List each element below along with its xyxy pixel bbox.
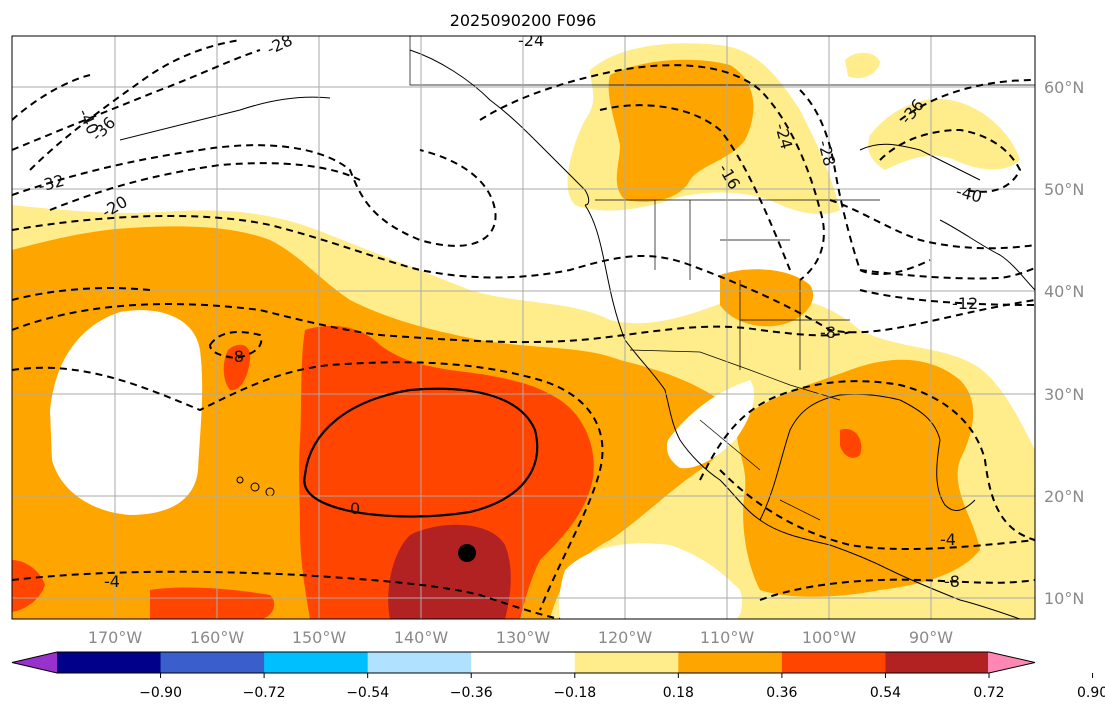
colorbar-extend-low xyxy=(12,652,58,673)
contour-line xyxy=(829,199,1035,250)
contour-line xyxy=(799,89,931,276)
location-marker xyxy=(458,544,476,562)
fill-band-0.36-plains xyxy=(720,269,814,327)
colorbar-segment xyxy=(264,652,369,673)
lat-label: 50°N xyxy=(1044,180,1084,199)
colorbar-segment xyxy=(471,652,576,673)
colorbar-tick-label: −0.36 xyxy=(450,685,493,701)
colorbar-segment xyxy=(781,652,887,673)
colorbar-tick-label: 0.54 xyxy=(870,685,901,701)
fill-band-0.18-small xyxy=(845,52,880,79)
gridlines xyxy=(12,36,1035,619)
coastline-north-america xyxy=(584,204,1021,619)
lon-label: 120°W xyxy=(598,628,653,647)
lon-label: 130°W xyxy=(496,628,551,647)
fill-band-0.54-sw xyxy=(150,587,275,619)
contour-label: -12 xyxy=(952,294,978,313)
contour-line xyxy=(12,287,151,301)
contour-label: -4 xyxy=(940,530,956,549)
coastline-east xyxy=(939,219,1035,291)
lon-label: 140°W xyxy=(394,628,449,647)
contour-line xyxy=(12,570,561,619)
contour-line xyxy=(699,380,1035,541)
fill-band-0.54-gulf xyxy=(840,429,862,458)
colorbar-tick-label: 0.72 xyxy=(973,685,1004,701)
coastline-aleutians xyxy=(119,96,331,141)
contour-label: -8 xyxy=(820,323,836,342)
contour-line xyxy=(12,39,241,171)
map-layers: -28 -24 -40 -36 -32 -20 -16 -24 -28 -36 … xyxy=(12,31,1035,619)
coastline-alaska xyxy=(409,49,590,206)
border-states-1 xyxy=(654,200,850,370)
figure-title: 2025090200 F096 xyxy=(450,11,597,30)
border-us-mexico xyxy=(629,349,841,401)
lon-label: 160°W xyxy=(190,628,245,647)
contour-line xyxy=(859,289,1035,306)
coastlines xyxy=(119,49,1035,619)
contour-label: -8 xyxy=(228,347,244,366)
colorbar-tick-label: 0.36 xyxy=(766,685,797,701)
contour-line xyxy=(879,128,1022,193)
contour-line xyxy=(12,49,261,151)
colorbar-segment xyxy=(367,652,472,673)
fill-hole-hawaii-west xyxy=(50,310,203,515)
contour-line xyxy=(599,104,791,271)
fill-band-0.36-north xyxy=(608,59,754,202)
lat-label: 10°N xyxy=(1044,589,1084,608)
contour-line xyxy=(12,303,851,344)
lon-label: 150°W xyxy=(292,628,347,647)
lat-label: 60°N xyxy=(1044,78,1084,97)
lat-label: 30°N xyxy=(1044,385,1084,404)
coastline-gulf xyxy=(759,393,976,521)
colorbar-segment xyxy=(57,652,162,673)
lon-label: 110°W xyxy=(700,628,755,647)
colorbar: −0.90 −0.72 −0.54 −0.36 −0.18 0.18 0.36 0.54 0.7… xyxy=(11,651,1105,701)
fill-band-0.72 xyxy=(388,524,511,619)
contour-line xyxy=(49,162,361,211)
colorbar-segment xyxy=(885,652,990,673)
colorbar-tick-label: −0.18 xyxy=(553,685,596,701)
fill-hole-baja xyxy=(666,380,755,469)
contour-line xyxy=(208,331,263,360)
contour-line xyxy=(12,361,604,611)
lon-label: 170°W xyxy=(88,628,143,647)
lat-label: 20°N xyxy=(1044,487,1084,506)
map-frame xyxy=(11,35,1036,620)
lon-label: 90°W xyxy=(909,628,953,647)
colorbar-segment xyxy=(678,652,783,673)
latitude-labels: 60°N 50°N 40°N 30°N 20°N 10°N xyxy=(1044,78,1084,608)
colorbar-tick-label: 0.90 xyxy=(1077,685,1105,701)
contour-line xyxy=(479,64,825,281)
colorbar-tick-label: −0.90 xyxy=(139,685,182,701)
contour-lines xyxy=(12,39,1035,619)
longitude-labels: 170°W 160°W 150°W 140°W 130°W 120°W 110°… xyxy=(88,628,953,647)
contour-line xyxy=(12,144,497,247)
colorbar-segment xyxy=(574,652,679,673)
contour-label: 0 xyxy=(350,499,360,518)
contour-line xyxy=(12,214,1035,334)
colorbar-tick-label: −0.54 xyxy=(346,685,389,701)
contour-line xyxy=(759,578,1035,601)
contour-label: -4 xyxy=(104,572,120,591)
contour-label: -24 xyxy=(518,31,544,50)
colorbar-extend-high xyxy=(988,652,1035,673)
colorbar-tick-label: 0.18 xyxy=(663,685,694,701)
colorbar-outline xyxy=(11,651,1036,674)
contour-label: -8 xyxy=(944,572,960,591)
lon-label: 100°W xyxy=(802,628,857,647)
colorbar-segment xyxy=(160,652,265,673)
fill-hole-south xyxy=(559,543,743,619)
fill-band-0.54-west xyxy=(12,560,45,612)
map-panel: -28 -24 -40 -36 -32 -20 -16 -24 -28 -36 … xyxy=(11,31,1036,620)
border-mexico-inner xyxy=(699,419,821,521)
contour-line xyxy=(899,79,1035,121)
coastline-hudson xyxy=(859,143,981,181)
border-alaska xyxy=(409,36,1035,86)
zero-contour xyxy=(303,387,539,518)
lat-label: 40°N xyxy=(1044,282,1084,301)
colorbar-tick-label: −0.72 xyxy=(243,685,286,701)
